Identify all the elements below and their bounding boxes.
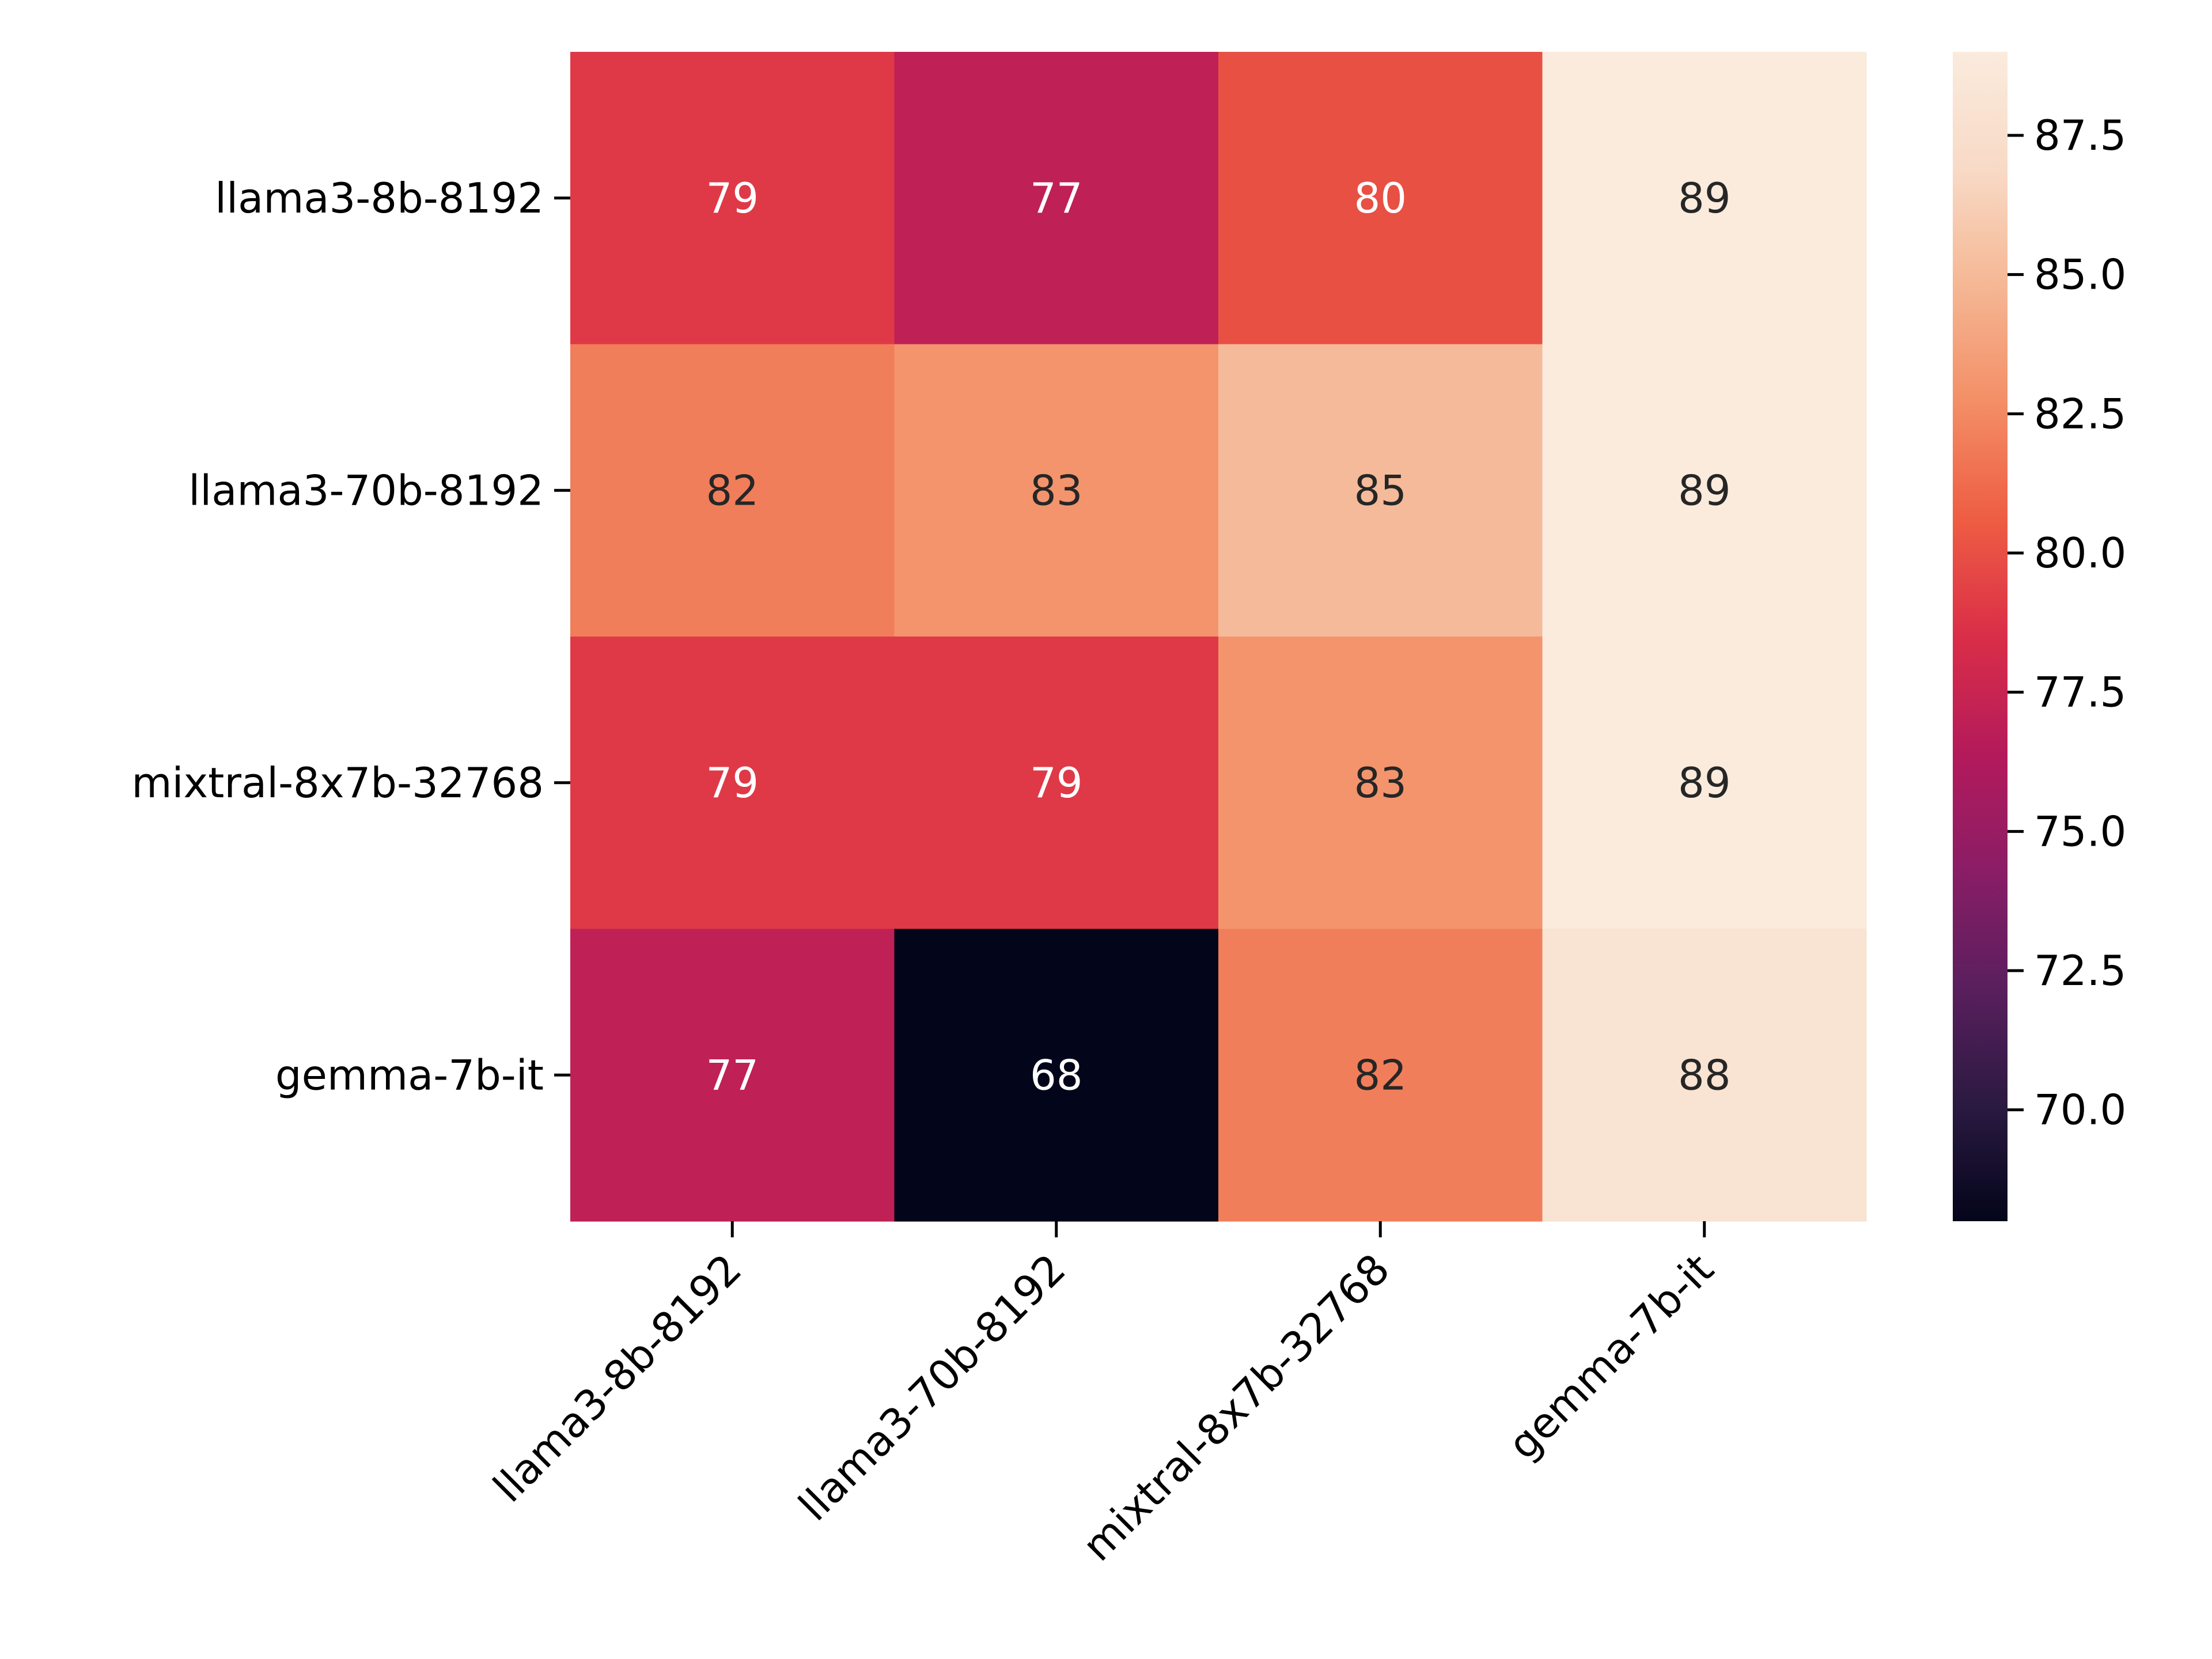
colorbar-tick-label-1: 72.5 <box>2034 946 2126 995</box>
cell-label-r2-c2: 83 <box>1354 759 1407 807</box>
cell-r1-c2 <box>1218 344 1543 637</box>
colorbar-tick-label-7: 87.5 <box>2034 111 2126 160</box>
cell-r0-c2 <box>1218 52 1543 345</box>
x-tick-label-2: mixtral-8x7b-32768 <box>1073 1245 1399 1570</box>
cell-label-r3-c3: 88 <box>1678 1051 1731 1099</box>
x-tick-label-0: llama3-8b-8192 <box>484 1245 751 1512</box>
cell-label-r0-c0: 79 <box>706 174 759 222</box>
cell-r2-c3 <box>1542 637 1867 930</box>
cell-r2-c2 <box>1218 637 1543 930</box>
y-axis: llama3-8b-8192 llama3-70b-8192 mixtral-8x7… <box>131 174 570 1099</box>
cell-r3-c1 <box>894 929 1219 1222</box>
x-tick-label-1: llama3-70b-8192 <box>789 1245 1074 1530</box>
cell-r2-c1 <box>894 637 1219 930</box>
colorbar-tick-label-6: 85.0 <box>2034 251 2126 299</box>
colorbar-tick-label-3: 77.5 <box>2034 668 2126 717</box>
y-tick-label-3: gemma-7b-it <box>275 1051 544 1099</box>
cell-label-r0-c2: 80 <box>1354 174 1407 222</box>
x-axis: llama3-8b-8192 llama3-70b-8192mixtral-8x7… <box>484 1221 1723 1570</box>
y-tick-label-1: llama3-70b-8192 <box>188 466 544 514</box>
cell-label-r1-c0: 82 <box>706 466 759 514</box>
cell-label-r2-c1: 79 <box>1030 759 1083 807</box>
cell-r1-c0 <box>570 344 895 637</box>
cell-r3-c3 <box>1542 929 1867 1222</box>
x-tick-label-3: gemma-7b-it <box>1499 1245 1723 1469</box>
cell-label-r2-c3: 89 <box>1678 759 1731 807</box>
cell-label-r0-c1: 77 <box>1030 174 1083 222</box>
colorbar-tick-label-4: 80.0 <box>2034 529 2126 577</box>
cell-label-r0-c3: 89 <box>1678 174 1731 222</box>
cell-r1-c1 <box>894 344 1219 637</box>
colorbar-tick-label-0: 70.0 <box>2034 1086 2126 1134</box>
cell-r3-c2 <box>1218 929 1543 1222</box>
cell-label-r3-c2: 82 <box>1354 1051 1407 1099</box>
cell-label-r1-c2: 85 <box>1354 466 1407 514</box>
colorbar-tick-label-5: 82.5 <box>2034 389 2126 438</box>
cell-r0-c3 <box>1542 52 1867 345</box>
cell-label-r1-c3: 89 <box>1678 466 1731 514</box>
cell-r3-c0 <box>570 929 895 1222</box>
colorbar-tick-label-2: 75.0 <box>2034 807 2126 855</box>
cell-label-r2-c0: 79 <box>706 759 759 807</box>
cell-label-r3-c0: 77 <box>706 1051 759 1099</box>
colorbar-gradient <box>1953 52 2008 1221</box>
cell-r2-c0 <box>570 637 895 930</box>
cell-r0-c0 <box>570 52 895 345</box>
cell-label-r1-c1: 83 <box>1030 466 1083 514</box>
cell-r0-c1 <box>894 52 1219 345</box>
heatmap-cells <box>570 52 1867 1222</box>
cell-r1-c3 <box>1542 344 1867 637</box>
cell-label-r3-c1: 68 <box>1030 1051 1083 1099</box>
y-tick-label-0: llama3-8b-8192 <box>215 174 544 222</box>
colorbar: 70.0 72.5 75.0 77.5 80.0 82.5 85.0 87.5 <box>1953 52 2126 1221</box>
cell-annotations: 79 77 80 89 82 83 85 89 79 79 83 89 77 68 82 88 <box>706 174 1730 1100</box>
y-tick-label-2: mixtral-8x7b-32768 <box>131 759 544 807</box>
